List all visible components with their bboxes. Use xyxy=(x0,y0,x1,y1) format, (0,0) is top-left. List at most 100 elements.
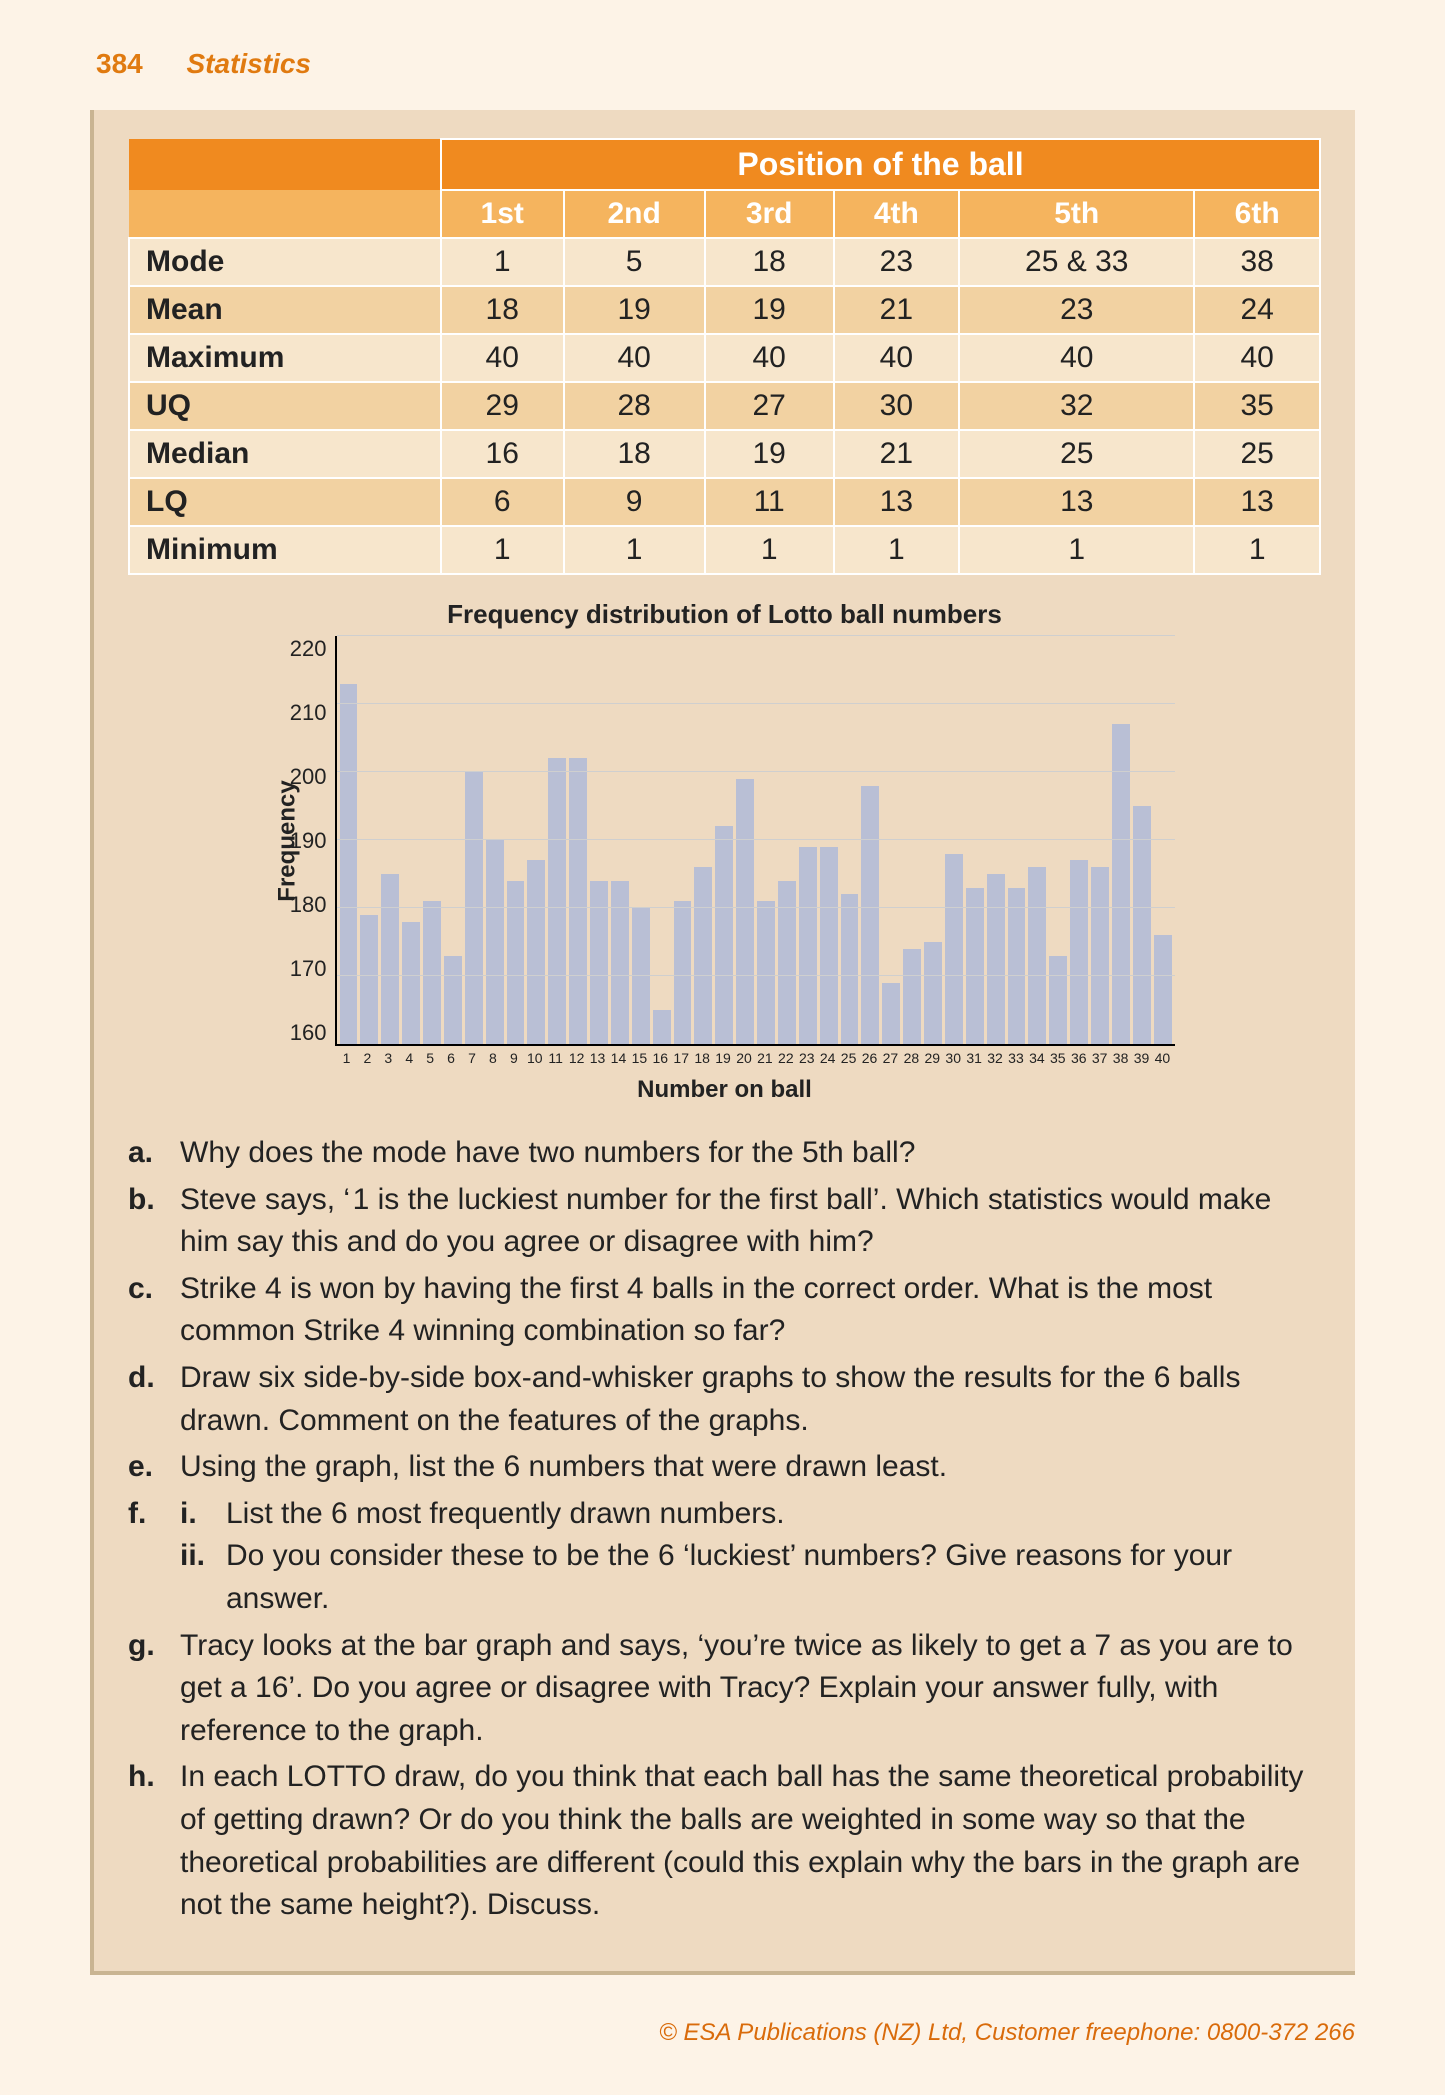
section-title: Statistics xyxy=(187,48,312,79)
row-label: Mean xyxy=(129,286,441,334)
table-row: Minimum111111 xyxy=(129,526,1320,574)
question-label: f. xyxy=(128,1493,180,1621)
chart-bar xyxy=(1133,806,1151,1044)
question-text: Strike 4 is won by having the first 4 ba… xyxy=(180,1268,1321,1353)
table-cell: 30 xyxy=(834,382,960,430)
table-cell: 19 xyxy=(705,286,834,334)
question-label: h. xyxy=(128,1756,180,1926)
row-label: Median xyxy=(129,430,441,478)
ytick-label: 170 xyxy=(290,956,327,982)
chart-gridline xyxy=(337,771,1175,772)
chart-bar xyxy=(861,786,879,1044)
xtick-label: 15 xyxy=(630,1050,648,1066)
chart-bar xyxy=(340,684,358,1044)
table-cell: 18 xyxy=(705,238,834,286)
chart-bar xyxy=(799,847,817,1044)
xtick-label: 16 xyxy=(651,1050,669,1066)
xtick-label: 30 xyxy=(944,1050,962,1066)
xtick-label: 14 xyxy=(609,1050,627,1066)
xtick-label: 35 xyxy=(1049,1050,1067,1066)
chart-plot-area xyxy=(335,636,1175,1046)
table-cell: 23 xyxy=(834,238,960,286)
table-cell: 40 xyxy=(959,334,1194,382)
table-cell: 28 xyxy=(564,382,705,430)
question: g.Tracy looks at the bar graph and says,… xyxy=(128,1625,1321,1753)
xtick-label: 5 xyxy=(421,1050,439,1066)
xtick-label: 26 xyxy=(861,1050,879,1066)
question-text: Tracy looks at the bar graph and says, ‘… xyxy=(180,1625,1321,1753)
table-cell: 35 xyxy=(1194,382,1320,430)
sub-question-text: List the 6 most frequently drawn numbers… xyxy=(226,1493,1321,1536)
xtick-label: 27 xyxy=(881,1050,899,1066)
table-row: Mean181919212324 xyxy=(129,286,1320,334)
table-cell: 1 xyxy=(564,526,705,574)
table-row: Mode15182325 & 3338 xyxy=(129,238,1320,286)
table-cell: 21 xyxy=(834,286,960,334)
question-list: a.Why does the mode have two numbers for… xyxy=(128,1132,1321,1927)
chart-bar xyxy=(1049,956,1067,1044)
chart-bar xyxy=(966,888,984,1044)
xtick-label: 31 xyxy=(965,1050,983,1066)
xtick-label: 12 xyxy=(568,1050,586,1066)
question: c.Strike 4 is won by having the first 4 … xyxy=(128,1268,1321,1353)
running-head: 384 Statistics xyxy=(90,48,1355,80)
xtick-label: 36 xyxy=(1070,1050,1088,1066)
xtick-label: 8 xyxy=(484,1050,502,1066)
chart-bars xyxy=(337,636,1175,1044)
xtick-label: 21 xyxy=(756,1050,774,1066)
table-row: UQ292827303235 xyxy=(129,382,1320,430)
chart-bar xyxy=(945,854,963,1044)
question-label: a. xyxy=(128,1132,180,1175)
table-cell: 1 xyxy=(834,526,960,574)
chart-gridline xyxy=(337,839,1175,840)
table-cell: 27 xyxy=(705,382,834,430)
xtick-label: 40 xyxy=(1153,1050,1171,1066)
ytick-label: 220 xyxy=(290,636,327,662)
chart-bar xyxy=(402,922,420,1044)
chart-bar xyxy=(841,894,859,1044)
xtick-label: 22 xyxy=(777,1050,795,1066)
col-header: 1st xyxy=(441,190,564,238)
table-cell: 25 & 33 xyxy=(959,238,1194,286)
question-label: g. xyxy=(128,1625,180,1753)
col-header: 3rd xyxy=(705,190,834,238)
question: e.Using the graph, list the 6 numbers th… xyxy=(128,1446,1321,1489)
xtick-label: 32 xyxy=(986,1050,1004,1066)
question-label: b. xyxy=(128,1179,180,1264)
chart-title: Frequency distribution of Lotto ball num… xyxy=(275,599,1175,630)
table-corner-blank xyxy=(129,190,441,238)
table-cell: 1 xyxy=(441,526,564,574)
xtick-label: 19 xyxy=(714,1050,732,1066)
chart-bar xyxy=(903,949,921,1044)
table-cell: 5 xyxy=(564,238,705,286)
table-cell: 1 xyxy=(1194,526,1320,574)
table-cell: 1 xyxy=(959,526,1194,574)
page-footer: © ESA Publications (NZ) Ltd, Customer fr… xyxy=(90,2019,1355,2047)
xtick-label: 37 xyxy=(1091,1050,1109,1066)
chart-bar xyxy=(548,758,566,1044)
chart-bar xyxy=(381,874,399,1044)
xtick-label: 1 xyxy=(338,1050,356,1066)
xtick-label: 17 xyxy=(672,1050,690,1066)
table-cell: 38 xyxy=(1194,238,1320,286)
question-label: e. xyxy=(128,1446,180,1489)
table-cell: 13 xyxy=(959,478,1194,526)
xtick-label: 25 xyxy=(840,1050,858,1066)
xtick-label: 10 xyxy=(526,1050,544,1066)
frequency-chart: Frequency distribution of Lotto ball num… xyxy=(275,599,1175,1104)
chart-bar xyxy=(569,758,587,1044)
xtick-label: 28 xyxy=(902,1050,920,1066)
table-cell: 1 xyxy=(705,526,834,574)
table-cell: 19 xyxy=(705,430,834,478)
question: b.Steve says, ‘ 1 is the luckiest number… xyxy=(128,1179,1321,1264)
table-cell: 40 xyxy=(1194,334,1320,382)
xtick-label: 11 xyxy=(547,1050,565,1066)
chart-ylabel: Frequency xyxy=(273,780,301,901)
chart-bar xyxy=(694,867,712,1044)
question: d.Draw six side-by-side box-and-whisker … xyxy=(128,1357,1321,1442)
stats-table: Position of the ball 1st 2nd 3rd 4th 5th… xyxy=(128,138,1321,575)
question: h.In each LOTTO draw, do you think that … xyxy=(128,1756,1321,1926)
table-cell: 19 xyxy=(564,286,705,334)
xtick-label: 20 xyxy=(735,1050,753,1066)
chart-bar xyxy=(527,860,545,1044)
